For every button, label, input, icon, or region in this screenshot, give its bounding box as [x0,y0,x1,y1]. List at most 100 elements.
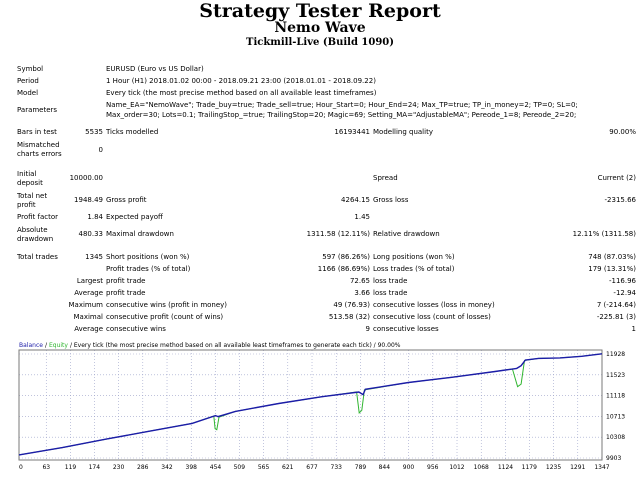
rel-dd-label: Relative drawdown [373,230,440,238]
avg-consecutive-wins-value: 9 [365,325,370,333]
symbol-value: EURUSD (Euro vs US Dollar) [106,65,204,73]
mismatch-value: 0 [98,146,103,154]
y-tick-label: 10308 [606,434,625,441]
average-profit-value: 3.66 [354,289,370,297]
period-value: 1 Hour (H1) 2018.01.02 00:00 - 2018.09.2… [106,77,376,85]
average-consecutive-label: Average [74,325,103,333]
initial-label-1: Initial [17,170,37,178]
initial-deposit-value: 10000.00 [69,174,103,182]
chart-svg: Balance / Equity / Every tick (the most pre… [16,340,640,480]
avg-consecutive-losses-label: consecutive losses [373,325,439,333]
x-tick-label: 454 [210,464,222,471]
average-loss-label: loss trade [373,289,408,297]
maximum-label: Maximum [68,301,104,309]
bars-label: Bars in test [17,128,57,136]
max-consecutive-wins-value: 49 (76.93) [333,301,370,309]
y-tick-label: 11928 [606,351,625,358]
symbol-label: Symbol [17,65,44,73]
avg-consecutive-losses-value: 1 [631,325,636,333]
maximal-consecutive-profit-label: consecutive profit (count of wins) [106,313,224,321]
x-tick-label: 1068 [474,464,489,471]
x-tick-label: 398 [186,464,198,471]
gross-loss-value: -2315.66 [604,196,636,204]
legend-separator: / [45,342,48,349]
maximal-consecutive-profit-value: 513.58 (32) [328,313,370,321]
x-tick-label: 1347 [594,464,609,471]
balance-equity-chart: Balance / Equity / Every tick (the most pre… [16,340,640,480]
spread-label: Spread [373,174,398,182]
long-positions-value: 748 (87.03%) [588,253,636,261]
max-consecutive-losses-label: consecutive losses (loss in money) [373,301,495,309]
loss-trades-value: 179 (13.31%) [588,265,636,273]
average-label: Average [74,289,103,297]
x-tick-label: 1012 [449,464,464,471]
x-tick-label: 1124 [498,464,513,471]
x-tick-label: 900 [403,464,415,471]
x-tick-label: 956 [427,464,439,471]
model-value: Every tick (the most precise method base… [106,89,377,97]
x-tick-label: 733 [331,464,343,471]
legend-equity: Equity [49,342,68,349]
net-profit-value: 1948.49 [74,196,103,204]
x-tick-label: 565 [258,464,270,471]
x-tick-label: 342 [161,464,173,471]
initial-label-2: deposit [17,179,43,187]
parameters-label: Parameters [17,106,58,114]
y-tick-label: 9903 [606,455,621,462]
mismatch-label-1: Mismatched [17,141,60,149]
expected-payoff-value: 1.45 [354,213,370,221]
profit-trades-label: Profit trades (% of total) [106,265,191,273]
short-positions-label: Short positions (won %) [106,253,190,261]
chart-background [16,340,640,480]
legend-description: / Every tick (the most precise method ba… [70,342,401,349]
maximal-label: Maximal [73,313,103,321]
max-consecutive-losses-value: 7 (-214.64) [596,301,636,309]
parameters-line-1: Name_EA="NemoWave"; Trade_buy=true; Trad… [106,101,578,109]
abs-dd-value: 480.33 [78,230,104,238]
x-tick-label: 844 [379,464,391,471]
short-positions-value: 597 (86.26%) [322,253,370,261]
largest-loss-value: -116.96 [608,277,636,285]
profit-factor-label: Profit factor [17,213,58,221]
balance-line [18,353,603,456]
mismatch-label-2: charts errors [17,150,62,158]
net-label-2: profit [17,201,36,209]
net-label-1: Total net [17,192,48,200]
x-tick-label: 0 [19,464,23,471]
gross-profit-label: Gross profit [106,196,147,204]
spread-value: Current (2) [597,174,636,182]
report-title: Strategy Tester Report [199,0,441,22]
x-tick-label: 1179 [522,464,537,471]
largest-profit-label: profit trade [106,277,146,285]
expert-name: Nemo Wave [274,20,366,36]
gross-profit-value: 4264.15 [341,196,370,204]
total-trades-value: 1345 [85,253,103,261]
largest-label: Largest [76,277,103,285]
period-label: Period [17,77,39,85]
profit-factor-value: 1.84 [87,213,103,221]
ticks-label: Ticks modelled [106,128,159,136]
model-label: Model [17,89,39,97]
max-dd-label: Maximal drawdown [106,230,174,238]
expected-payoff-label: Expected payoff [106,213,163,221]
x-tick-label: 286 [137,464,149,471]
bars-value: 5535 [85,128,103,136]
legend-balance: Balance [19,342,43,349]
chart-axes: 0 63 119 174 230 286 342 398 454 509 565 621 677 733 7… [19,351,625,471]
x-tick-label: 63 [42,464,50,471]
long-positions-label: Long positions (won %) [373,253,455,261]
server-build: Tickmill-Live (Build 1090) [246,37,394,48]
parameters-line-2: Max_order=30; Lots=0.1; TrailingStop_=tr… [106,111,577,119]
chart-grid [18,350,603,460]
y-tick-label: 11523 [606,372,625,379]
abs-dd-label-2: drawdown [17,235,54,243]
x-tick-label: 1291 [570,464,585,471]
x-tick-label: 509 [234,464,246,471]
avg-consecutive-wins-label: consecutive wins [106,325,166,333]
x-tick-label: 174 [89,464,101,471]
maximal-consecutive-loss-label: consecutive loss (count of losses) [373,313,491,321]
total-trades-label: Total trades [17,253,58,261]
largest-profit-value: 72.65 [349,277,370,285]
x-tick-label: 119 [65,464,77,471]
abs-dd-label-1: Absolute [17,226,48,234]
